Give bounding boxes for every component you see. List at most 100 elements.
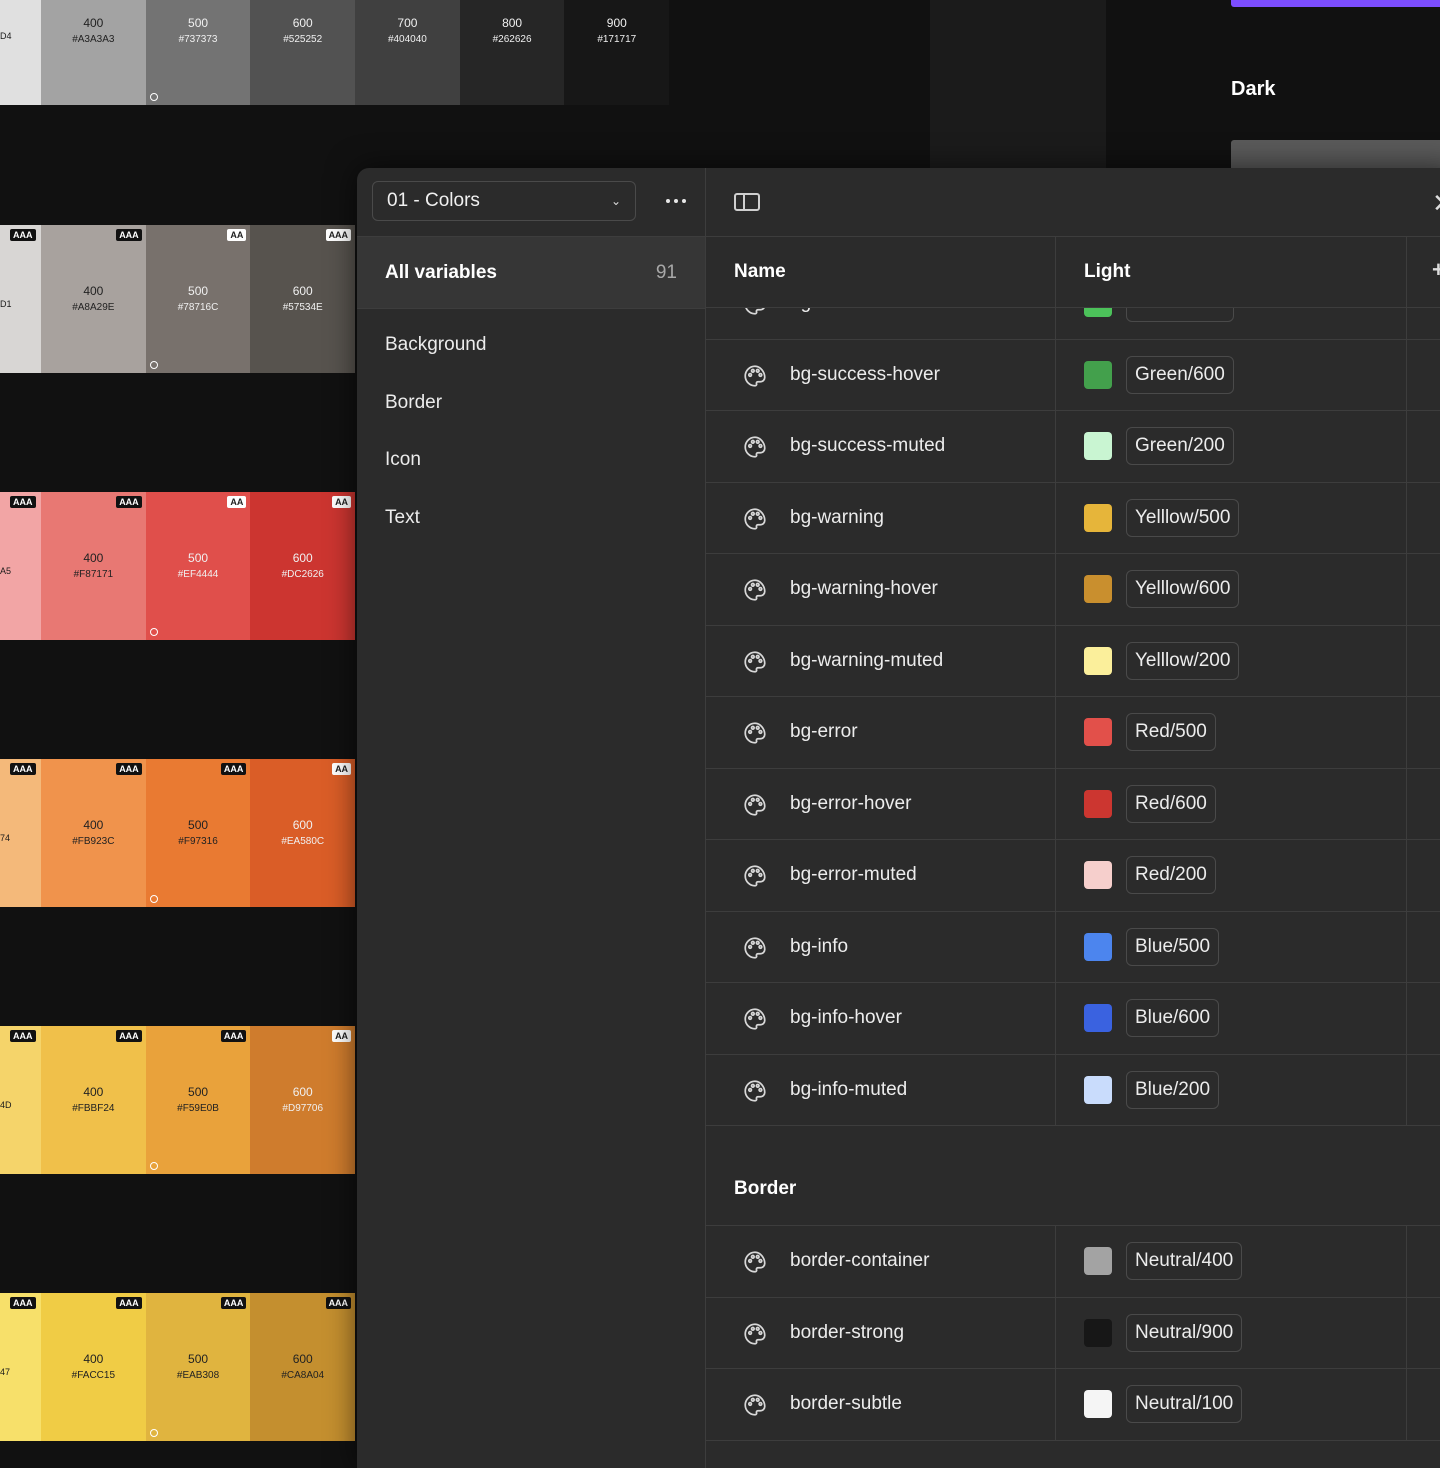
color-chip[interactable] xyxy=(1084,1004,1112,1032)
swatch-hex: #FB923C xyxy=(72,836,115,847)
group-item-text[interactable]: Text xyxy=(385,506,420,528)
color-swatch[interactable]: AAA 500 #F97316 xyxy=(145,759,251,907)
color-swatch[interactable]: 600 #525252 xyxy=(250,0,356,105)
color-swatch[interactable]: AAA 600 #57534E xyxy=(250,225,356,373)
variable-row[interactable]: bg-error Red/500 xyxy=(706,697,1440,769)
variable-name[interactable]: bg-warning-muted xyxy=(790,649,944,671)
variable-name[interactable]: bg-error-hover xyxy=(790,792,912,814)
variable-name[interactable]: bg-success-muted xyxy=(790,435,946,456)
variable-name[interactable]: bg-error xyxy=(790,721,858,742)
alias-pill[interactable]: Yelllow/200 xyxy=(1126,641,1240,680)
color-chip[interactable] xyxy=(1084,1390,1112,1418)
color-swatch[interactable]: AAA 500 #F59E0B xyxy=(145,1026,251,1174)
alias-pill[interactable]: Green/600 xyxy=(1126,355,1234,394)
color-swatch[interactable]: AAA 500 #EAB308 xyxy=(145,1293,251,1441)
variable-row[interactable]: bg-success-hover Green/600 xyxy=(706,339,1440,411)
variable-row[interactable]: bg-info-muted Blue/200 xyxy=(706,1054,1440,1126)
close-icon[interactable]: ✕ xyxy=(1432,188,1440,219)
alias-pill[interactable]: Red/200 xyxy=(1126,856,1216,894)
variable-name[interactable]: border-strong xyxy=(790,1321,905,1343)
alias-pill[interactable]: Yelllow/600 xyxy=(1126,570,1240,608)
variable-row[interactable]: border-subtle Neutral/100 xyxy=(706,1369,1440,1441)
color-swatch[interactable]: AAA 400 #FBBF24 xyxy=(41,1026,146,1174)
column-divider xyxy=(1055,983,1056,1054)
color-chip[interactable] xyxy=(1084,718,1112,746)
color-chip[interactable] xyxy=(1084,308,1112,317)
color-chip[interactable] xyxy=(1084,1318,1112,1347)
variable-row[interactable]: bg-warning Yelllow/500 xyxy=(706,482,1440,554)
color-chip[interactable] xyxy=(1084,503,1112,532)
variable-row[interactable]: border-strong Neutral/900 xyxy=(706,1297,1440,1369)
color-swatch[interactable]: AAA 400 #FB923C xyxy=(41,759,146,907)
color-chip[interactable] xyxy=(1084,646,1112,675)
color-swatch[interactable]: AA 500 #78716C xyxy=(145,225,251,373)
swatch-step: 500 xyxy=(188,818,209,832)
variable-row[interactable]: bg-error-hover Red/600 xyxy=(706,768,1440,840)
color-swatch[interactable]: 800 #262626 xyxy=(459,0,565,105)
variable-name[interactable]: bg-warning xyxy=(790,506,884,528)
variable-name[interactable]: bg-success xyxy=(790,308,886,314)
variable-name[interactable]: bg-info-hover xyxy=(790,1007,902,1028)
alias-pill[interactable]: Neutral/100 xyxy=(1126,1385,1243,1423)
color-swatch[interactable]: AAA 400 #A8A29E xyxy=(41,225,146,373)
color-swatch[interactable]: 900 #171717 xyxy=(564,0,670,105)
color-chip[interactable] xyxy=(1084,861,1112,889)
color-swatch[interactable]: AAA 400 #FACC15 xyxy=(41,1293,146,1441)
variable-name[interactable]: bg-error-muted xyxy=(790,864,917,885)
variable-name[interactable]: border-subtle xyxy=(790,1393,902,1414)
color-swatch[interactable]: 500 #737373 xyxy=(145,0,251,105)
more-options-icon[interactable] xyxy=(657,188,695,214)
alias-pill[interactable]: Neutral/400 xyxy=(1126,1242,1243,1280)
swatch-row: 47 AAA AAA 400 #FACC15 AAA 500 #EAB308 AAA 600 #CA… xyxy=(0,1293,356,1441)
column-header-light[interactable]: Light xyxy=(1084,261,1131,282)
variable-name[interactable]: bg-success-hover xyxy=(790,363,940,385)
variable-row[interactable]: bg-success-muted Green/200 xyxy=(706,411,1440,483)
variable-row[interactable]: bg-error-muted Red/200 xyxy=(706,840,1440,912)
group-item-icon[interactable]: Icon xyxy=(385,449,421,470)
variable-row[interactable]: bg-warning-muted Yelllow/200 xyxy=(706,625,1440,697)
swatch-hex: #F97316 xyxy=(178,836,218,847)
color-chip[interactable] xyxy=(1084,1075,1112,1104)
color-chip[interactable] xyxy=(1084,432,1112,460)
alias-pill[interactable]: Yelllow/500 xyxy=(1126,498,1240,537)
all-variables-item[interactable]: All variables 91 xyxy=(357,237,705,308)
variable-row[interactable]: bg-info-hover Blue/600 xyxy=(706,983,1440,1055)
color-swatch[interactable]: AA 600 #D97706 xyxy=(250,1026,356,1174)
color-chip[interactable] xyxy=(1084,932,1112,961)
color-swatch[interactable]: 400 #A3A3A3 xyxy=(41,0,146,105)
color-swatch[interactable]: 700 #404040 xyxy=(355,0,460,105)
color-swatch[interactable]: AAA 600 #CA8A04 xyxy=(250,1293,356,1441)
swatch-label: 600 #525252 xyxy=(250,16,355,47)
alias-pill[interactable]: Blue/500 xyxy=(1126,927,1220,966)
variable-row[interactable]: bg-success Green/500 xyxy=(706,308,1440,340)
add-mode-icon[interactable]: + xyxy=(1432,257,1440,282)
variable-name[interactable]: bg-info-muted xyxy=(790,1078,908,1100)
color-chip[interactable] xyxy=(1084,575,1112,603)
color-swatch[interactable]: AA 500 #EF4444 xyxy=(145,492,251,640)
variable-row[interactable]: border-container Neutral/400 xyxy=(706,1226,1440,1298)
alias-pill[interactable]: Green/500 xyxy=(1126,308,1234,322)
swatch-label: 600 #EA580C xyxy=(250,818,355,849)
variable-name[interactable]: bg-info xyxy=(790,935,849,957)
alias-pill[interactable]: Neutral/900 xyxy=(1126,1313,1243,1352)
group-item-border[interactable]: Border xyxy=(385,391,443,413)
alias-pill[interactable]: Blue/600 xyxy=(1126,999,1220,1037)
alias-pill[interactable]: Blue/200 xyxy=(1126,1070,1220,1109)
color-chip[interactable] xyxy=(1084,789,1112,818)
collection-dropdown[interactable]: 01 - Colors ⌄ xyxy=(372,181,636,221)
variable-row[interactable]: bg-warning-hover Yelllow/600 xyxy=(706,554,1440,626)
color-chip[interactable] xyxy=(1084,360,1112,389)
alias-pill[interactable]: Red/500 xyxy=(1126,713,1216,751)
variable-name[interactable]: bg-warning-hover xyxy=(790,578,938,599)
color-swatch[interactable]: AA 600 #DC2626 xyxy=(250,492,356,640)
variable-row[interactable]: bg-info Blue/500 xyxy=(706,911,1440,983)
color-swatch[interactable]: AAA 400 #F87171 xyxy=(41,492,146,640)
color-chip[interactable] xyxy=(1084,1247,1112,1275)
alias-pill[interactable]: Red/600 xyxy=(1126,784,1216,823)
color-swatch[interactable]: AA 600 #EA580C xyxy=(250,759,356,907)
sidebar-toggle-icon[interactable] xyxy=(734,193,760,211)
variable-name[interactable]: border-container xyxy=(790,1250,930,1271)
group-heading-border: Border xyxy=(706,1126,1440,1226)
group-item-background[interactable]: Background xyxy=(385,334,487,355)
alias-pill[interactable]: Green/200 xyxy=(1126,427,1234,465)
